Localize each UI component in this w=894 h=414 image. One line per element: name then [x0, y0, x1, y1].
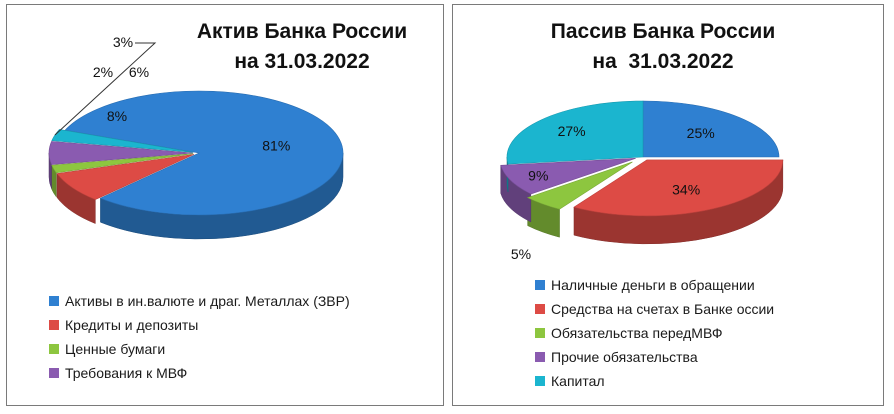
legend-swatch	[49, 320, 59, 330]
legend-label: Кредиты и депозиты	[65, 317, 199, 333]
legend-item: Наличные деньги в обращении	[535, 273, 774, 297]
chart-title-assets: Актив Банка России на 31.03.2022	[196, 20, 408, 73]
legend-label: Наличные деньги в обращении	[551, 277, 755, 293]
data-label: 8%	[107, 108, 127, 124]
data-label: 81%	[262, 138, 290, 154]
data-label: 27%	[558, 123, 586, 139]
pie-slice	[56, 154, 195, 200]
chart-title-liabilities: Пассив Банка России на 31.03.2022	[550, 20, 776, 73]
data-label: 25%	[687, 125, 715, 141]
legend-item: Активы в ин.валюте и драг. Металлах (ЗВР…	[49, 289, 350, 313]
data-label: 2%	[93, 64, 113, 80]
chart-panel-liabilities: 25% 34% 5% 9% 27% Пассив Банка России на 31.…	[452, 4, 884, 406]
legend-label: Прочие обязательства	[551, 349, 698, 365]
legend-swatch	[535, 304, 545, 314]
legend-label: Средства на счетах в Банке оссии	[551, 301, 775, 317]
legend-assets: Активы в ин.валюте и драг. Металлах (ЗВР…	[49, 289, 350, 385]
legend-item: Требования к МВФ	[49, 361, 350, 385]
data-label: 5%	[511, 246, 531, 262]
legend-item: Прочие обязательства	[535, 345, 774, 369]
chart-panel-assets: 81% 8% 2% 6% 3% Актив Банка России на 31.03.…	[6, 4, 444, 406]
legend-label: Обязательства передМВФ	[551, 325, 723, 341]
legend-item: Ценные бумаги	[49, 337, 350, 361]
legend-label: Требования к МВФ	[65, 365, 188, 381]
legend-label: Ценные бумаги	[65, 341, 166, 357]
pie-slice	[51, 129, 194, 153]
pie-slice	[51, 153, 194, 174]
data-label: 34%	[672, 181, 700, 197]
legend-item: Обязательства передМВФ	[535, 321, 774, 345]
legend-swatch	[535, 328, 545, 338]
legend-swatch	[535, 376, 545, 386]
pie-slice	[48, 141, 194, 165]
data-label: 6%	[129, 64, 149, 80]
pie-slice	[64, 90, 344, 216]
legend-label: Капитал	[551, 373, 605, 389]
pie-slice	[573, 159, 784, 217]
pie-chart-liabilities: 25% 34% 5% 9% 27%	[500, 100, 784, 262]
pie-slice	[526, 161, 633, 210]
pie-chart-assets: 81% 8% 2% 6% 3%	[48, 34, 344, 240]
data-label: 3%	[113, 34, 133, 50]
legend-item: Средства на счетах в Банке оссии	[535, 297, 774, 321]
pie-slice	[506, 100, 644, 165]
legend-liabilities: Наличные деньги в обращении Средства на с…	[535, 273, 774, 393]
legend-swatch	[49, 344, 59, 354]
leader-line	[54, 42, 157, 136]
legend-label: Активы в ин.валюте и драг. Металлах (ЗВР…	[65, 293, 350, 309]
legend-swatch	[535, 280, 545, 290]
data-label: 9%	[528, 168, 548, 184]
legend-swatch	[49, 368, 59, 378]
legend-item: Кредиты и депозиты	[49, 313, 350, 337]
pie-slice	[500, 158, 636, 195]
legend-swatch	[49, 296, 59, 306]
legend-swatch	[535, 352, 545, 362]
pie-slice	[642, 100, 780, 158]
legend-item: Капитал	[535, 369, 774, 393]
